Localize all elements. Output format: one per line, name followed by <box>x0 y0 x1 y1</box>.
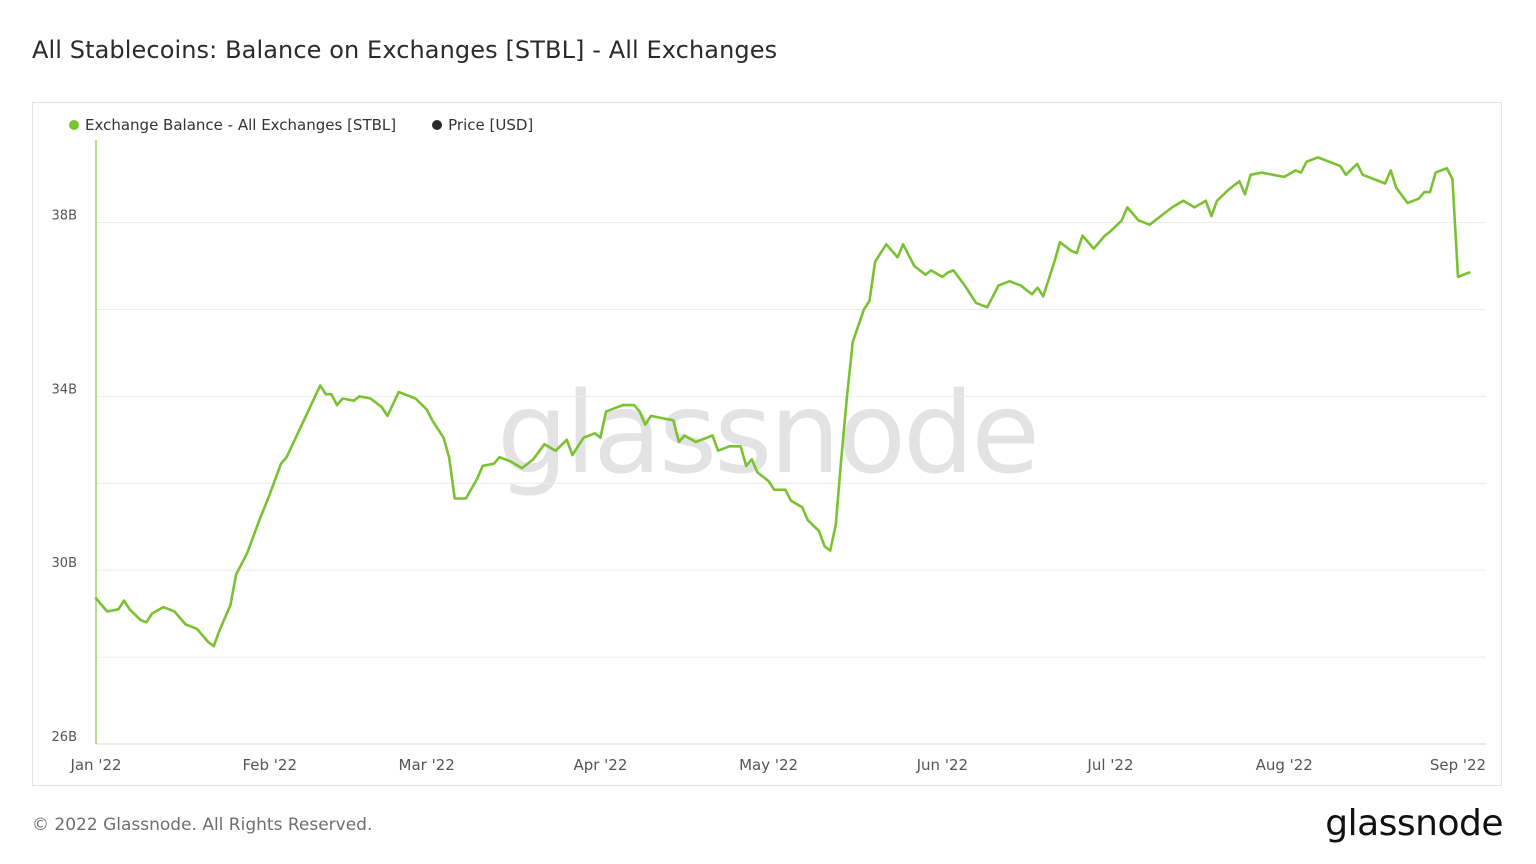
legend: Exchange Balance - All Exchanges [STBL] … <box>69 116 569 134</box>
grid-layer <box>96 222 1486 745</box>
x-tick-label: Apr '22 <box>573 756 627 774</box>
legend-marker-green <box>69 120 79 130</box>
y-tick-label: 34B <box>52 382 77 397</box>
page-title: All Stablecoins: Balance on Exchanges [S… <box>32 36 778 64</box>
legend-item-price[interactable]: Price [USD] <box>432 116 533 134</box>
y-tick-label: 30B <box>52 556 77 571</box>
legend-item-exchange-balance[interactable]: Exchange Balance - All Exchanges [STBL] <box>69 116 396 134</box>
legend-marker-black <box>432 120 443 130</box>
series-layer <box>94 140 1471 744</box>
watermark-layer: glassnode <box>497 369 1040 499</box>
x-tick-label: May '22 <box>739 756 798 774</box>
copyright-text: © 2022 Glassnode. All Rights Reserved. <box>32 815 373 835</box>
watermark-text: glassnode <box>497 369 1037 499</box>
legend-label: Exchange Balance - All Exchanges [STBL] <box>85 116 397 134</box>
x-tick-label: Jan '22 <box>69 756 121 774</box>
x-tick-label: Sep '22 <box>1430 756 1486 774</box>
series-line-exchange-balance <box>94 156 1471 648</box>
x-tick-label: Jul '22 <box>1086 756 1133 774</box>
y-tick-label: 26B <box>52 730 77 745</box>
x-tick-label: Feb '22 <box>242 756 297 774</box>
y-tick-label: 38B <box>52 209 77 224</box>
chart-frame <box>32 102 1502 786</box>
x-tick-label: Mar '22 <box>399 756 455 774</box>
axis-layer: 26B 30B 34B 38B Jan '22 Feb '22 Mar '22 Apr '22… <box>52 209 1487 774</box>
legend-label: Price [USD] <box>448 116 534 134</box>
x-tick-label: Aug '22 <box>1256 756 1313 774</box>
brand-logo[interactable]: glassnode <box>1325 803 1503 844</box>
x-tick-label: Jun '22 <box>916 756 968 774</box>
